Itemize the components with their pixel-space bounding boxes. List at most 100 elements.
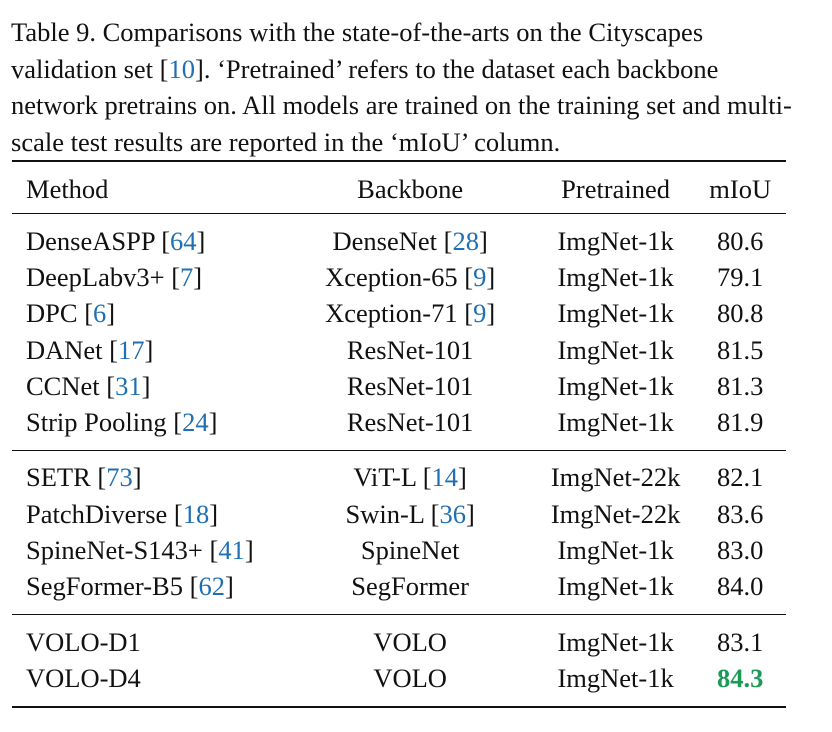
miou-cell-text: 81.9 (717, 407, 764, 438)
table-group: SETR [73] ViT-L [14] ImgNet-22k 82.1 PatchDi… (12, 449, 786, 615)
method-cell-text: DPC (26, 298, 78, 329)
table-row: DANet [17] ResNet-101 ImgNet-1k 81.5 (12, 332, 786, 368)
pretrained-cell-text: ImgNet-22k (550, 498, 681, 529)
table-group: DenseASPP [64] DenseNet [28] ImgNet-1k 80.6… (12, 214, 786, 451)
method-cell-text: SpineNet-S143+ (26, 535, 203, 566)
table-row: PatchDiverse [18] Swin-L [36] ImgNet-22k 83… (12, 496, 786, 532)
backbone-cell-text: ResNet-101 (346, 334, 474, 365)
citation-link[interactable]: 7 (180, 261, 194, 292)
citation-link[interactable]: 73 (106, 462, 133, 493)
pretrained-cell: ImgNet-1k (537, 569, 695, 615)
miou-cell-text: 84.0 (717, 571, 764, 602)
pretrained-cell: ImgNet-1k (536, 660, 695, 708)
citation-link[interactable]: 64 (170, 225, 197, 256)
backbone-cell: Xception-65 [9] (325, 261, 496, 292)
backbone-cell: Xception-71 [9] (325, 298, 496, 329)
backbone-cell-text: VOLO (373, 626, 447, 657)
backbone-cell-text: VOLO (373, 662, 447, 693)
backbone-cell: ResNet-101 (284, 404, 537, 450)
caption-citation-link[interactable]: 10 (168, 53, 196, 84)
comparison-table: Method Backbone Pretrained mIoU DenseASP… (12, 160, 786, 708)
citation-link[interactable]: 62 (198, 571, 225, 602)
backbone-cell: VOLO (283, 613, 537, 661)
miou-cell: 79.1 (694, 259, 786, 295)
citation-link[interactable]: 9 (473, 298, 487, 329)
method-cell: DPC [6] (26, 298, 116, 329)
pretrained-cell: ImgNet-1k (537, 259, 695, 295)
backbone-cell: DenseNet [28] (332, 225, 488, 256)
pretrained-cell-text: ImgNet-1k (557, 334, 674, 365)
backbone-cell-text: Xception-71 (325, 298, 458, 329)
backbone-cell: ViT-L [14] (283, 449, 537, 497)
method-cell: CCNet [31] (26, 370, 151, 401)
method-cell-text: DenseASPP (26, 225, 155, 256)
pretrained-cell-text: ImgNet-1k (557, 662, 674, 693)
pretrained-cell-text: ImgNet-1k (557, 571, 674, 602)
pretrained-cell: ImgNet-1k (536, 613, 695, 661)
method-cell: VOLO-D4 (12, 660, 284, 708)
table-caption: Table 9. Comparisons with the state-of-t… (11, 14, 811, 160)
table-row: DPC [6] Xception-71 [9] ImgNet-1k 80.8 (12, 296, 786, 332)
method-cell-text: SegFormer-B5 (26, 571, 183, 602)
backbone-cell-text: ResNet-101 (346, 407, 474, 438)
backbone-cell-text: Xception-65 (325, 261, 458, 292)
caption-suffix: ]. ‘Pretrained’ refers to the dataset ea… (11, 53, 792, 157)
miou-cell-text: 83.1 (717, 626, 764, 657)
pretrained-cell-text: ImgNet-1k (557, 225, 674, 256)
comparison-table-container: Method Backbone Pretrained mIoU DenseASP… (12, 160, 786, 708)
backbone-cell: Swin-L [36] (345, 498, 475, 529)
method-cell-text: DeepLabv3+ (26, 261, 165, 292)
miou-cell: 81.5 (694, 332, 786, 368)
header-miou: mIoU (694, 160, 786, 214)
table-header: Method Backbone Pretrained mIoU (12, 160, 786, 214)
citation-link[interactable]: 18 (182, 498, 210, 529)
citation-link[interactable]: 14 (431, 462, 459, 493)
header-backbone: Backbone (283, 160, 537, 214)
backbone-cell-text: Swin-L (345, 498, 425, 529)
miou-cell-text: 82.1 (717, 462, 764, 493)
citation-link[interactable]: 41 (218, 535, 245, 566)
backbone-cell: VOLO (283, 660, 537, 708)
citation-link[interactable]: 31 (115, 370, 142, 401)
table-group: VOLO-D1 VOLO ImgNet-1k 83.1 VOLO-D4 VOLO ImgNe… (12, 613, 786, 708)
table-row: CCNet [31] ResNet-101 ImgNet-1k 81.3 (12, 368, 786, 404)
backbone-cell: SpineNet (284, 532, 537, 568)
miou-cell: 84.0 (694, 569, 786, 615)
pretrained-cell-text: ImgNet-1k (557, 626, 674, 657)
pretrained-cell-text: ImgNet-22k (550, 462, 681, 493)
backbone-cell-text: DenseNet (332, 225, 438, 256)
miou-cell-text: 83.0 (717, 535, 764, 566)
citation-link[interactable]: 6 (93, 298, 107, 329)
table-row: SpineNet-S143+ [41] SpineNet ImgNet-1k 83.0 (12, 532, 786, 568)
header-row: Method Backbone Pretrained mIoU (12, 160, 786, 214)
pretrained-cell: ImgNet-1k (537, 532, 695, 568)
miou-cell: 83.0 (694, 532, 786, 568)
citation-link[interactable]: 36 (439, 498, 466, 529)
pretrained-cell-text: ImgNet-1k (557, 407, 674, 438)
miou-cell-text: 84.3 (717, 662, 764, 693)
method-cell-text: VOLO-D4 (26, 662, 141, 693)
miou-cell-text: 83.6 (717, 498, 764, 529)
miou-cell: 81.9 (694, 404, 786, 450)
method-cell: VOLO-D1 (12, 613, 284, 661)
citation-link[interactable]: 24 (182, 407, 209, 438)
backbone-cell: SegFormer (284, 569, 537, 615)
citation-link[interactable]: 9 (473, 261, 487, 292)
method-cell-text: CCNet (26, 370, 100, 401)
caption-prefix: Table 9. Comparisons with the state-of-t… (11, 17, 704, 84)
backbone-cell-text: ResNet-101 (346, 370, 474, 401)
pretrained-cell: ImgNet-22k (537, 496, 695, 532)
miou-cell: 83.6 (694, 496, 786, 532)
backbone-cell-text: SpineNet (360, 535, 460, 566)
pretrained-cell: ImgNet-1k (537, 332, 695, 368)
table-row: SETR [73] ViT-L [14] ImgNet-22k 82.1 (12, 449, 786, 497)
method-cell: DenseASPP [64] (26, 225, 206, 256)
citation-link[interactable]: 17 (118, 334, 145, 365)
pretrained-cell: ImgNet-1k (537, 214, 695, 260)
pretrained-cell: ImgNet-1k (537, 368, 695, 404)
method-cell: Strip Pooling [24] (26, 407, 218, 438)
citation-link[interactable]: 28 (452, 225, 479, 256)
method-cell-text: PatchDiverse (26, 498, 168, 529)
pretrained-cell: ImgNet-1k (537, 404, 695, 450)
method-cell-text: SETR (26, 462, 91, 493)
